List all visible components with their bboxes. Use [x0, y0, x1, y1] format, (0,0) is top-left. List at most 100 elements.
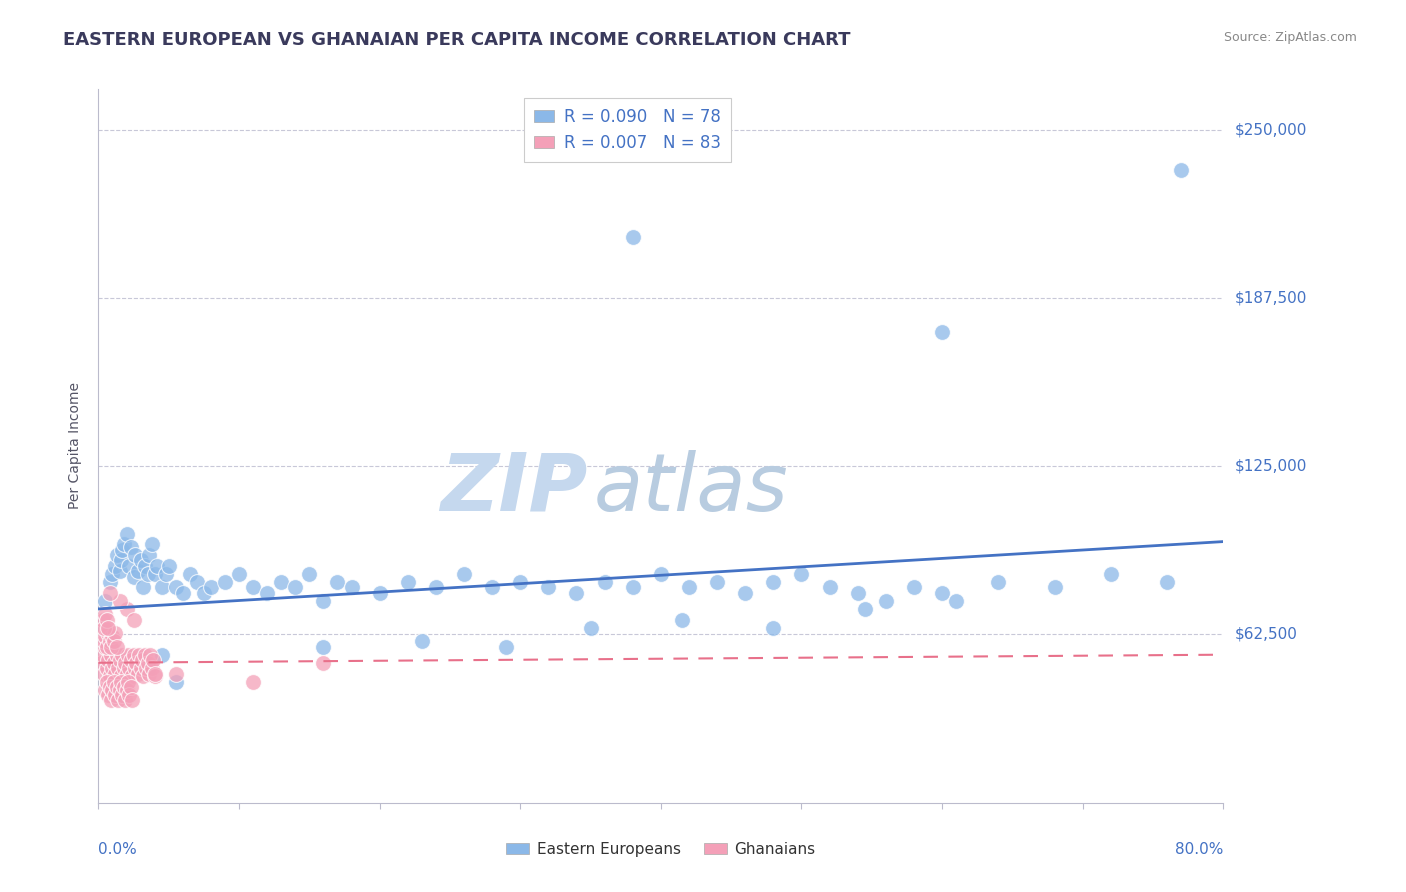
Point	[105, 640, 128, 654]
Point	[312, 656, 335, 670]
Point	[94, 640, 117, 654]
Point	[120, 653, 142, 667]
Point	[875, 594, 897, 608]
Point	[846, 586, 869, 600]
Point	[125, 656, 148, 670]
Point	[101, 661, 124, 675]
Point	[762, 574, 785, 589]
Point	[93, 621, 115, 635]
Point	[312, 640, 335, 654]
Point	[136, 656, 159, 670]
Point	[150, 580, 173, 594]
Point	[945, 594, 967, 608]
Point	[94, 629, 117, 643]
Point	[987, 574, 1010, 589]
Point	[124, 548, 146, 562]
Point	[138, 548, 160, 562]
Point	[179, 566, 201, 581]
Point	[122, 613, 145, 627]
Point	[127, 666, 149, 681]
Point	[165, 666, 187, 681]
Point	[120, 540, 142, 554]
Point	[98, 574, 121, 589]
Text: $125,000: $125,000	[1234, 458, 1306, 474]
Point	[129, 553, 152, 567]
Point	[101, 566, 124, 581]
Point	[143, 669, 166, 683]
Point	[112, 537, 135, 551]
Point	[396, 574, 419, 589]
Text: ZIP: ZIP	[440, 450, 588, 528]
Point	[481, 580, 503, 594]
Point	[165, 580, 187, 594]
Point	[734, 586, 756, 600]
Point	[1043, 580, 1066, 594]
Text: $187,500: $187,500	[1234, 291, 1306, 305]
Point	[650, 566, 672, 581]
Text: 80.0%: 80.0%	[1175, 842, 1223, 856]
Point	[127, 564, 149, 578]
Text: $250,000: $250,000	[1234, 122, 1306, 137]
Point	[97, 621, 120, 635]
Point	[100, 640, 122, 654]
Point	[103, 656, 125, 670]
Text: atlas: atlas	[593, 450, 789, 528]
Point	[143, 666, 166, 681]
Point	[115, 526, 138, 541]
Point	[97, 653, 120, 667]
Point	[129, 661, 152, 675]
Point	[94, 607, 117, 622]
Point	[132, 669, 155, 683]
Point	[762, 621, 785, 635]
Point	[142, 653, 165, 667]
Point	[537, 580, 560, 594]
Point	[104, 666, 127, 681]
Point	[93, 666, 115, 681]
Point	[96, 661, 118, 675]
Point	[150, 648, 173, 662]
Point	[105, 680, 128, 694]
Point	[1099, 566, 1122, 581]
Point	[155, 566, 177, 581]
Point	[172, 586, 194, 600]
Point	[242, 674, 264, 689]
Point	[94, 594, 117, 608]
Point	[97, 688, 120, 702]
Point	[101, 629, 124, 643]
Point	[97, 626, 120, 640]
Point	[111, 542, 134, 557]
Point	[565, 586, 588, 600]
Y-axis label: Per Capita Income: Per Capita Income	[69, 383, 83, 509]
Point	[141, 661, 163, 675]
Point	[134, 558, 156, 573]
Point	[115, 666, 138, 681]
Point	[141, 537, 163, 551]
Point	[122, 569, 145, 583]
Point	[117, 674, 139, 689]
Point	[107, 693, 129, 707]
Point	[621, 230, 644, 244]
Point	[411, 634, 433, 648]
Point	[579, 621, 602, 635]
Point	[134, 648, 156, 662]
Point	[146, 558, 169, 573]
Point	[326, 574, 349, 589]
Point	[1170, 163, 1192, 178]
Text: $62,500: $62,500	[1234, 627, 1298, 642]
Point	[818, 580, 841, 594]
Point	[103, 634, 125, 648]
Point	[621, 580, 644, 594]
Point	[931, 586, 953, 600]
Point	[111, 648, 134, 662]
Point	[509, 574, 531, 589]
Point	[96, 613, 118, 627]
Point	[138, 666, 160, 681]
Point	[93, 634, 115, 648]
Point	[340, 580, 363, 594]
Point	[115, 682, 138, 697]
Point	[101, 682, 124, 697]
Point	[98, 669, 121, 683]
Point	[91, 648, 114, 662]
Point	[111, 688, 134, 702]
Point	[118, 558, 141, 573]
